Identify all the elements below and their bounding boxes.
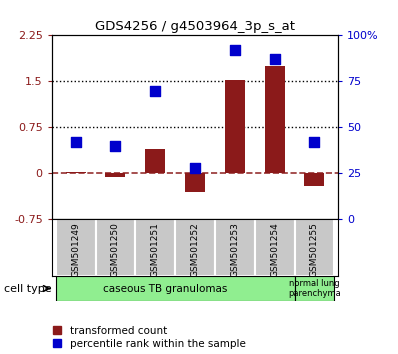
Point — [152, 88, 158, 93]
Bar — [304, 173, 324, 186]
Title: GDS4256 / g4503964_3p_s_at: GDS4256 / g4503964_3p_s_at — [95, 20, 295, 33]
Bar — [185, 173, 205, 192]
Bar — [295, 276, 334, 301]
Point — [271, 57, 278, 62]
Text: GSM501253: GSM501253 — [230, 222, 239, 277]
Bar — [225, 80, 245, 173]
Point — [311, 139, 318, 145]
Text: cell type: cell type — [4, 284, 52, 293]
Bar — [135, 219, 175, 276]
Bar — [265, 66, 285, 173]
Text: GSM501252: GSM501252 — [191, 222, 199, 277]
Text: GSM501250: GSM501250 — [111, 222, 120, 277]
Point — [112, 143, 119, 149]
Bar — [175, 219, 215, 276]
Text: caseous TB granulomas: caseous TB granulomas — [103, 284, 227, 293]
Text: GSM501249: GSM501249 — [71, 222, 80, 277]
Text: GSM501255: GSM501255 — [310, 222, 319, 277]
Bar — [56, 219, 96, 276]
Bar — [105, 173, 125, 177]
Legend: transformed count, percentile rank within the sample: transformed count, percentile rank withi… — [53, 326, 246, 349]
Point — [232, 47, 238, 53]
Text: normal lung
parenchyma: normal lung parenchyma — [288, 279, 341, 298]
Point — [72, 139, 79, 145]
Bar — [96, 219, 135, 276]
Bar — [215, 219, 255, 276]
Text: GSM501254: GSM501254 — [270, 222, 279, 277]
Bar — [56, 276, 295, 301]
Bar — [295, 219, 334, 276]
Point — [192, 165, 198, 171]
Bar — [255, 219, 295, 276]
Bar — [66, 172, 86, 173]
Text: GSM501251: GSM501251 — [151, 222, 160, 277]
Bar — [145, 149, 165, 173]
